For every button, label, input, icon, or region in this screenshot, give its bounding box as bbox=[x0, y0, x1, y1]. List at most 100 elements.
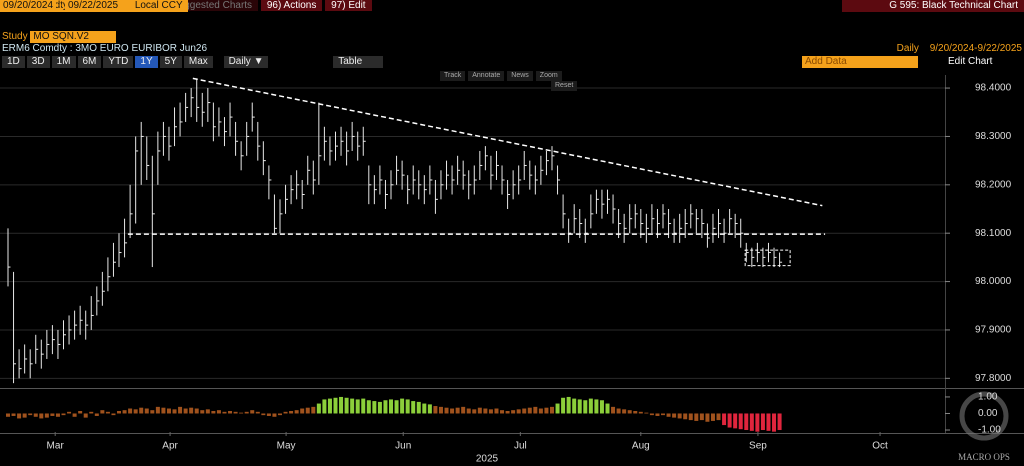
indicator-bar bbox=[405, 399, 410, 414]
indicator-bar bbox=[350, 398, 355, 414]
indicator-bar bbox=[250, 410, 255, 414]
y-tick-label: 98.2000 bbox=[975, 179, 1012, 190]
indicator-bar bbox=[522, 408, 527, 414]
chart-tool[interactable]: Zoom bbox=[535, 71, 562, 81]
indicator-bar bbox=[72, 413, 77, 417]
indicator-bar bbox=[283, 411, 288, 414]
indicator-bar bbox=[599, 400, 604, 414]
indicator-bar bbox=[261, 413, 266, 416]
indicator-bar bbox=[422, 403, 427, 414]
edit-chart-button[interactable]: Edit Chart bbox=[948, 56, 993, 67]
indicator-bar bbox=[316, 403, 321, 414]
y-tick-label: 98.4000 bbox=[975, 83, 1012, 94]
indicator-bar bbox=[672, 413, 677, 418]
y-tick-label: 98.1000 bbox=[975, 228, 1012, 239]
indicator-bar bbox=[716, 413, 721, 421]
indicator-bar bbox=[749, 413, 754, 431]
indicator-bar bbox=[722, 413, 727, 426]
study-value[interactable]: MO SQN.V2 bbox=[30, 31, 117, 43]
edit-button[interactable]: 97) Edit bbox=[325, 0, 372, 11]
indicator-bar bbox=[266, 413, 271, 416]
indicator-bar bbox=[200, 410, 205, 414]
indicator-bar bbox=[67, 411, 72, 414]
x-tick-label: Oct bbox=[872, 441, 888, 452]
indicator-bar bbox=[277, 413, 282, 416]
chart-tool[interactable]: Track bbox=[440, 71, 466, 81]
indicator-bar bbox=[228, 411, 233, 414]
indicator-bar bbox=[649, 413, 654, 416]
x-tick-label: Sep bbox=[749, 441, 767, 452]
indicator-bar bbox=[549, 406, 554, 414]
indicator-bar bbox=[733, 413, 738, 429]
currency[interactable]: Local CCY bbox=[131, 0, 188, 12]
indicator-bar bbox=[427, 404, 432, 414]
watermark-logo bbox=[959, 391, 1009, 441]
indicator-bar bbox=[5, 413, 10, 417]
suggested-button[interactable]: 95) Suggested Charts bbox=[148, 0, 259, 11]
indicator-bar bbox=[461, 406, 466, 414]
indicator-bar bbox=[33, 413, 38, 417]
indicator-bar bbox=[605, 403, 610, 414]
period-button[interactable]: 3D bbox=[26, 56, 50, 68]
add-data-input[interactable]: Add Data bbox=[802, 56, 918, 68]
indicator-bar bbox=[488, 409, 493, 414]
indicator-bar bbox=[394, 400, 399, 414]
indicator-bar bbox=[289, 411, 294, 414]
indicator-bar bbox=[527, 407, 532, 414]
indicator-bar bbox=[11, 413, 16, 416]
range-row: 09/20/2024 - 09/22/2025 Local CCY bbox=[0, 0, 188, 12]
indicator-bar bbox=[466, 408, 471, 414]
period-button[interactable]: 5Y bbox=[159, 56, 182, 68]
indicator-bar bbox=[400, 398, 405, 414]
indicator-bar bbox=[699, 413, 704, 421]
indicator-bar bbox=[755, 413, 760, 432]
indicator-bar bbox=[144, 408, 149, 414]
indicator-bar bbox=[205, 409, 210, 414]
chart-tool[interactable]: News bbox=[507, 71, 533, 81]
indicator-bar bbox=[222, 411, 227, 414]
indicator-bar bbox=[94, 413, 99, 416]
indicator-bar bbox=[766, 413, 771, 431]
indicator-bar bbox=[438, 406, 443, 414]
indicator-bar bbox=[300, 408, 305, 414]
period-button[interactable]: 6M bbox=[77, 56, 102, 68]
indicator-bar bbox=[389, 399, 394, 414]
x-tick-label: Mar bbox=[47, 441, 65, 452]
frequency-button[interactable]: Daily ▼ bbox=[223, 56, 269, 68]
period-button[interactable]: 1M bbox=[51, 56, 76, 68]
indicator-bar bbox=[538, 408, 543, 414]
indicator-bar bbox=[727, 413, 732, 428]
indicator-bar bbox=[666, 413, 671, 417]
indicator-bar bbox=[744, 413, 749, 431]
indicator-bar bbox=[28, 413, 33, 416]
period-button[interactable]: Max bbox=[183, 56, 213, 68]
table-button[interactable]: Table bbox=[333, 56, 384, 68]
chart-tool[interactable]: Annotate bbox=[468, 71, 505, 81]
y-tick-label: 98.3000 bbox=[975, 131, 1012, 142]
indicator-bar bbox=[233, 411, 238, 414]
indicator-bar bbox=[100, 410, 105, 414]
indicator-bar bbox=[494, 408, 499, 414]
indicator-bar bbox=[577, 399, 582, 414]
indicator-bar bbox=[572, 398, 577, 414]
period-button[interactable]: 1Y bbox=[135, 56, 158, 68]
indicator-bar bbox=[544, 407, 549, 414]
period-button[interactable]: 1D bbox=[2, 56, 25, 68]
x-tick-label: Jun bbox=[395, 441, 411, 452]
x-tick-label: Apr bbox=[162, 441, 178, 452]
indicator-bar bbox=[383, 400, 388, 414]
indicator-bar bbox=[683, 413, 688, 420]
start-date[interactable]: 09/20/2024 bbox=[0, 0, 57, 11]
reset-button[interactable]: Reset bbox=[551, 81, 578, 91]
actions-button[interactable]: 96) Actions bbox=[260, 0, 323, 11]
study-label: Study bbox=[2, 31, 28, 42]
trendline bbox=[192, 77, 823, 207]
legend-frequency: Daily bbox=[896, 43, 919, 54]
indicator-bar bbox=[505, 411, 510, 414]
indicator-bar bbox=[211, 411, 216, 414]
indicator-bar bbox=[272, 413, 277, 417]
end-date[interactable]: 09/22/2025 bbox=[64, 0, 122, 11]
indicator-bar bbox=[477, 407, 482, 414]
period-button[interactable]: YTD bbox=[103, 56, 134, 68]
